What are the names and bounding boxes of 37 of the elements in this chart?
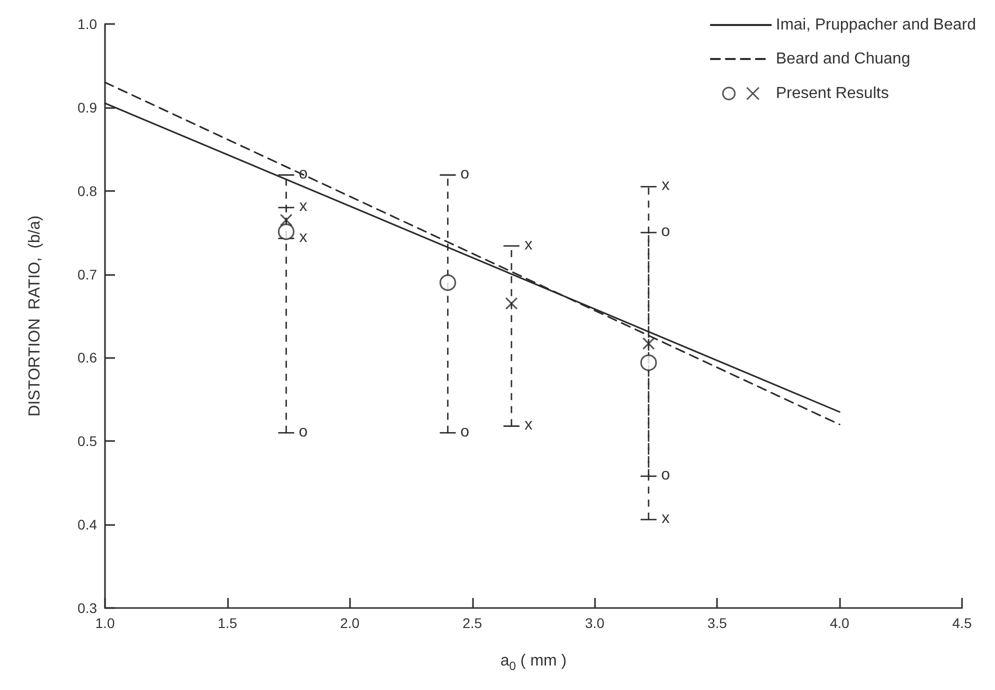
annotation: o (460, 423, 470, 440)
x-tick-label: 2.0 (340, 615, 360, 631)
annotation: x (662, 177, 670, 194)
annotation: x (524, 416, 532, 434)
x-tick-label: 2.5 (462, 615, 482, 631)
x-tick-label: 4.0 (830, 615, 850, 631)
annotation: o (661, 466, 670, 484)
point (440, 274, 456, 291)
point (505, 297, 518, 310)
x-tick-label: 1.0 (95, 615, 115, 631)
point (640, 354, 657, 372)
annotation: x (299, 228, 308, 246)
annotation: o (298, 423, 308, 440)
legend-label: Beard and Chuang (776, 50, 910, 68)
y-axis-title: DISTORTION RATIO, (b/a) (26, 216, 44, 416)
legend-label: Imai, Pruppacher and Beard (776, 16, 976, 34)
annotation: o (661, 223, 670, 240)
y-tick-label: 0.3 (78, 600, 98, 616)
annotation: o (460, 166, 470, 183)
annotation: x (524, 236, 532, 254)
point (278, 223, 294, 240)
y-tick-label: 0.6 (78, 350, 98, 366)
point (280, 214, 292, 226)
y-tick-label: 1.0 (78, 16, 98, 32)
x-tick-label: 3.5 (707, 615, 728, 631)
y-tick-label: 0.8 (78, 182, 98, 199)
x-tick-label: 1.5 (218, 615, 238, 631)
x-tick-label: 4.5 (952, 615, 972, 631)
y-tick-label: 0.9 (78, 99, 98, 116)
x-tick-label: 3.0 (584, 615, 605, 631)
y-tick-label: 0.7 (78, 266, 98, 282)
annotation: x (662, 510, 670, 528)
point (642, 337, 655, 350)
y-tick-label: 0.4 (78, 516, 98, 533)
legend-label: Present Results (776, 85, 889, 102)
y-tick-label: 0.5 (78, 433, 98, 450)
annotation: x (299, 198, 308, 216)
